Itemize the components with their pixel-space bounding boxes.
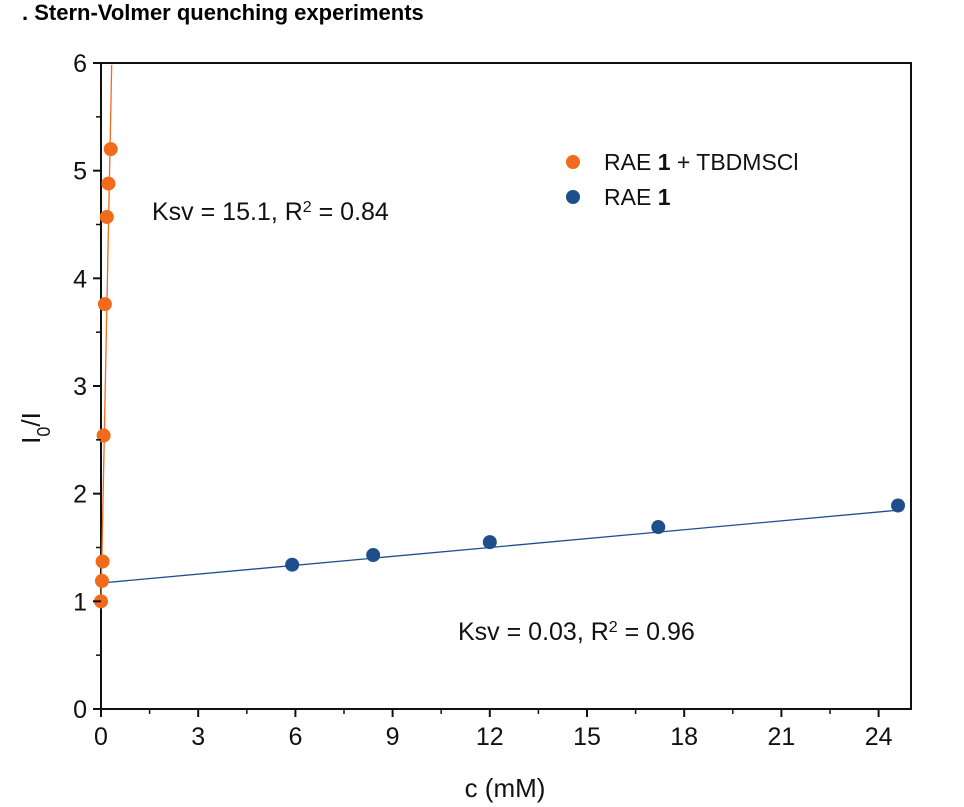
legend-label-blue-prefix: RAE [604, 184, 658, 210]
fit-annotation-blue-sup: 2 [609, 619, 618, 636]
y-tick-label: 1 [73, 588, 87, 616]
legend-label-orange-suffix: + TBDMSCl [670, 149, 798, 175]
x-tick-label: 21 [767, 723, 795, 751]
x-axis-label: c (mM) [465, 773, 546, 803]
fit-annotation-orange: Ksv = 15.1, R2 = 0.84 [152, 198, 389, 226]
legend-marker-orange [566, 155, 580, 169]
data-point-series-0 [101, 176, 116, 191]
data-point-series-0 [94, 573, 109, 588]
y-axis-label: I0/I [16, 412, 54, 444]
legend-label-blue-bold: 1 [658, 184, 671, 210]
fit-annotation-orange-suffix: = 0.84 [312, 198, 389, 226]
data-points [94, 142, 906, 609]
legend-label-orange: RAE 1 + TBDMSCl [604, 149, 799, 175]
fit-line-1 [100, 509, 899, 584]
data-point-series-0 [95, 554, 110, 569]
x-tick-label: 15 [573, 723, 601, 751]
fit-lines [100, 64, 899, 602]
x-tick-label: 24 [865, 723, 893, 751]
legend-marker-blue [566, 190, 580, 204]
y-tick-label: 4 [73, 265, 87, 293]
legend: RAE 1 + TBDMSCl RAE 1 [566, 149, 799, 210]
y-axis-label-main: I [16, 437, 46, 444]
data-point-series-1 [891, 498, 906, 513]
data-point-series-0 [97, 297, 112, 312]
data-point-series-0 [99, 209, 114, 224]
y-axis-label-tail: /I [16, 412, 46, 426]
y-tick-label: 6 [73, 50, 87, 78]
x-tick-label: 0 [94, 723, 108, 751]
data-point-series-1 [651, 520, 666, 535]
x-tick-label: 12 [476, 723, 504, 751]
data-point-series-0 [103, 142, 118, 157]
data-point-series-1 [285, 557, 300, 572]
legend-label-orange-bold: 1 [658, 149, 671, 175]
fit-annotation-blue-suffix: = 0.96 [618, 618, 695, 646]
x-tick-label: 6 [288, 723, 302, 751]
y-axis-label-sub: 0 [34, 427, 54, 437]
x-tick-label: 3 [191, 723, 205, 751]
data-point-series-0 [96, 428, 111, 443]
y-tick-label: 5 [73, 158, 87, 186]
fit-annotation-orange-sup: 2 [303, 199, 312, 216]
y-tick-label: 0 [73, 696, 87, 724]
fit-annotation-blue-prefix: Ksv = 0.03, R [458, 618, 609, 646]
legend-label-blue: RAE 1 [604, 184, 671, 210]
data-point-series-1 [366, 548, 381, 563]
y-tick-label: 2 [73, 481, 87, 509]
x-tick-label: 9 [386, 723, 400, 751]
fit-annotation-blue: Ksv = 0.03, R2 = 0.96 [458, 618, 695, 646]
x-tick-label: 18 [670, 723, 698, 751]
chart-title: . Stern-Volmer quenching experiments [22, 0, 424, 25]
data-point-series-1 [482, 535, 497, 550]
y-tick-label: 3 [73, 373, 87, 401]
legend-label-orange-prefix: RAE [604, 149, 658, 175]
fit-annotation-orange-prefix: Ksv = 15.1, R [152, 198, 303, 226]
